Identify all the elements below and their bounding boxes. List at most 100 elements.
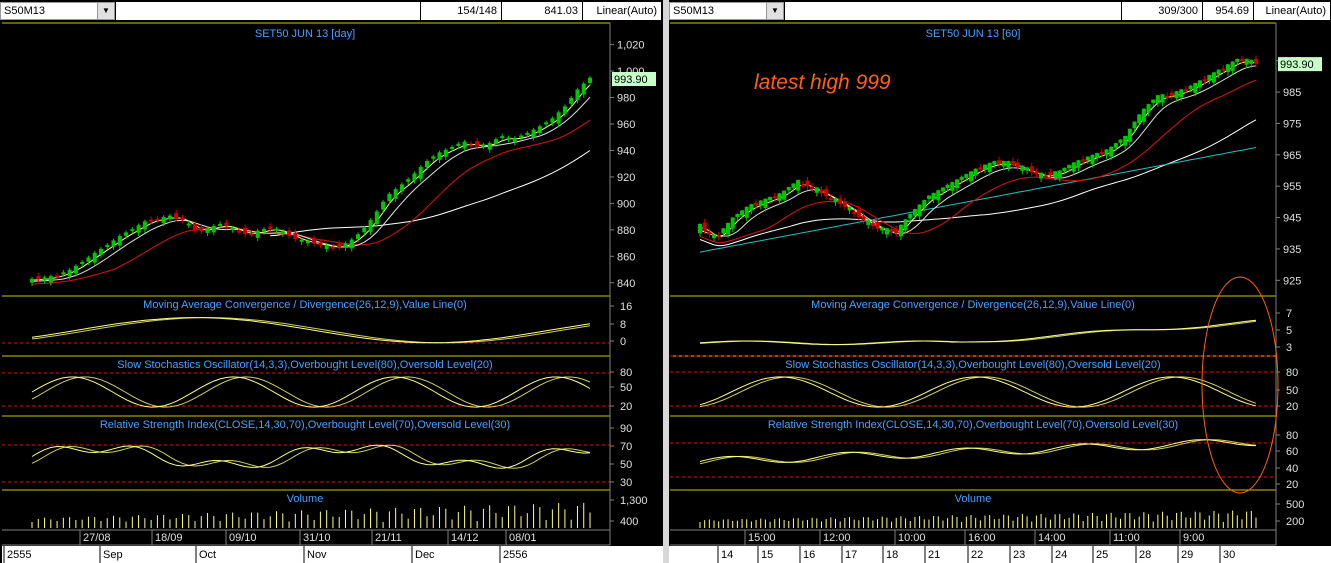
candle-body [852, 211, 857, 214]
sto-tick-label: 20 [620, 401, 632, 413]
candle-body [1221, 68, 1226, 71]
rsi-tick-label: 20 [1286, 479, 1298, 491]
candle-body [1235, 58, 1240, 63]
candle-body [1001, 161, 1006, 167]
candle-body [180, 217, 185, 221]
candle-body [800, 184, 805, 187]
price-tick-label: 955 [1283, 181, 1301, 193]
candle-body [456, 143, 461, 146]
candle-body [356, 234, 361, 240]
candle-body [1230, 61, 1235, 72]
chevron-down-icon[interactable]: ▼ [97, 3, 114, 19]
period-tick-label: 22 [971, 549, 983, 561]
candle-body [330, 246, 335, 249]
period-tick-label: Oct [199, 549, 216, 561]
period-tick-label: 28 [1139, 549, 1151, 561]
sto-tick-label: 20 [1286, 401, 1298, 413]
candle-body [261, 229, 266, 232]
candle-body [218, 223, 223, 226]
candle-body [186, 223, 191, 226]
left-symbol-select[interactable]: S50M13 ▼ [0, 2, 115, 20]
candle-body [418, 166, 423, 179]
right-symbol-select[interactable]: S50M13 ▼ [669, 2, 784, 20]
candle-body [987, 162, 992, 173]
rsi-main-line [699, 439, 1256, 463]
candle-body [1127, 128, 1132, 142]
candle-body [537, 126, 542, 133]
candle-body [155, 218, 160, 221]
candle-body [581, 83, 586, 95]
candle-body [544, 122, 549, 125]
candle-body [387, 193, 392, 202]
candle-body [1104, 149, 1109, 156]
price-tick-label: 935 [1283, 244, 1301, 256]
highlight-ellipse [1201, 276, 1279, 494]
period-tick-label: 2556 [503, 549, 527, 561]
candle-body [833, 198, 838, 203]
candle-body [36, 276, 41, 280]
candle-body [1011, 161, 1016, 166]
candle-body [312, 238, 317, 244]
candle-body [1095, 153, 1100, 159]
candle-body [67, 269, 72, 277]
candle-body [870, 223, 875, 227]
candle-body [777, 193, 782, 201]
candle-body [512, 138, 517, 143]
macd-signal-line [31, 317, 591, 344]
rsi-main-line [31, 444, 591, 469]
candle-body [550, 118, 555, 123]
price-tick-label: 965 [1283, 150, 1301, 162]
candle-body [506, 137, 511, 140]
ma-cyan-line [699, 147, 1257, 253]
chart-title: SET50 JUN 13 [day] [255, 28, 355, 40]
period-tick-label: 23 [1013, 549, 1025, 561]
candle-body [772, 196, 777, 199]
candle-body [698, 223, 702, 234]
candle-body [861, 216, 866, 221]
candle-body [525, 132, 530, 135]
macd-tick-label: 16 [620, 301, 632, 313]
candle-body [393, 189, 398, 199]
candle-body [299, 239, 304, 242]
candle-body [224, 222, 229, 227]
rsi-tick-label: 40 [1286, 463, 1298, 475]
candle-body [875, 221, 880, 229]
price-tick-label: 975 [1283, 118, 1301, 130]
candle-body [1160, 94, 1165, 103]
candle-body [810, 186, 815, 189]
price-tick-label: 985 [1283, 87, 1301, 99]
candle-body [894, 229, 899, 234]
candle-body [903, 219, 908, 231]
sto-tick-label: 50 [1286, 385, 1298, 397]
right-scale-mode[interactable]: Linear(Auto) [1254, 2, 1330, 20]
left-scale-mode[interactable]: Linear(Auto) [583, 2, 661, 20]
candle-body [917, 204, 922, 217]
candle-body [950, 182, 955, 191]
candle-body [1239, 59, 1244, 62]
candle-body [716, 235, 721, 238]
splitter-handle[interactable] [663, 0, 669, 563]
chevron-down-icon[interactable]: ▼ [766, 3, 783, 19]
date-tick-label: 16:00 [968, 532, 996, 544]
candle-body [406, 179, 411, 182]
date-tick-label: 10:00 [898, 532, 926, 544]
price-tick-label: 880 [617, 225, 635, 237]
period-tick-label: 17 [845, 549, 857, 561]
candle-body [55, 275, 60, 278]
last-price-label: 993.90 [1280, 59, 1314, 71]
candle-body [721, 228, 726, 234]
candle-body [236, 230, 241, 233]
candle-body [268, 226, 273, 230]
candle-body [73, 265, 78, 274]
candle-body [274, 228, 279, 231]
period-tick-label: 18 [886, 549, 898, 561]
candle-body [255, 230, 260, 238]
price-tick-label: 900 [617, 198, 635, 210]
date-tick-label: 18/09 [155, 532, 183, 544]
ma-mid-line [699, 65, 1257, 237]
candle-body [1132, 121, 1137, 129]
macd-title: Moving Average Convergence / Divergence(… [143, 299, 467, 311]
candle-body [922, 200, 927, 209]
date-axis-background [670, 546, 1331, 563]
candle-body [744, 206, 749, 218]
